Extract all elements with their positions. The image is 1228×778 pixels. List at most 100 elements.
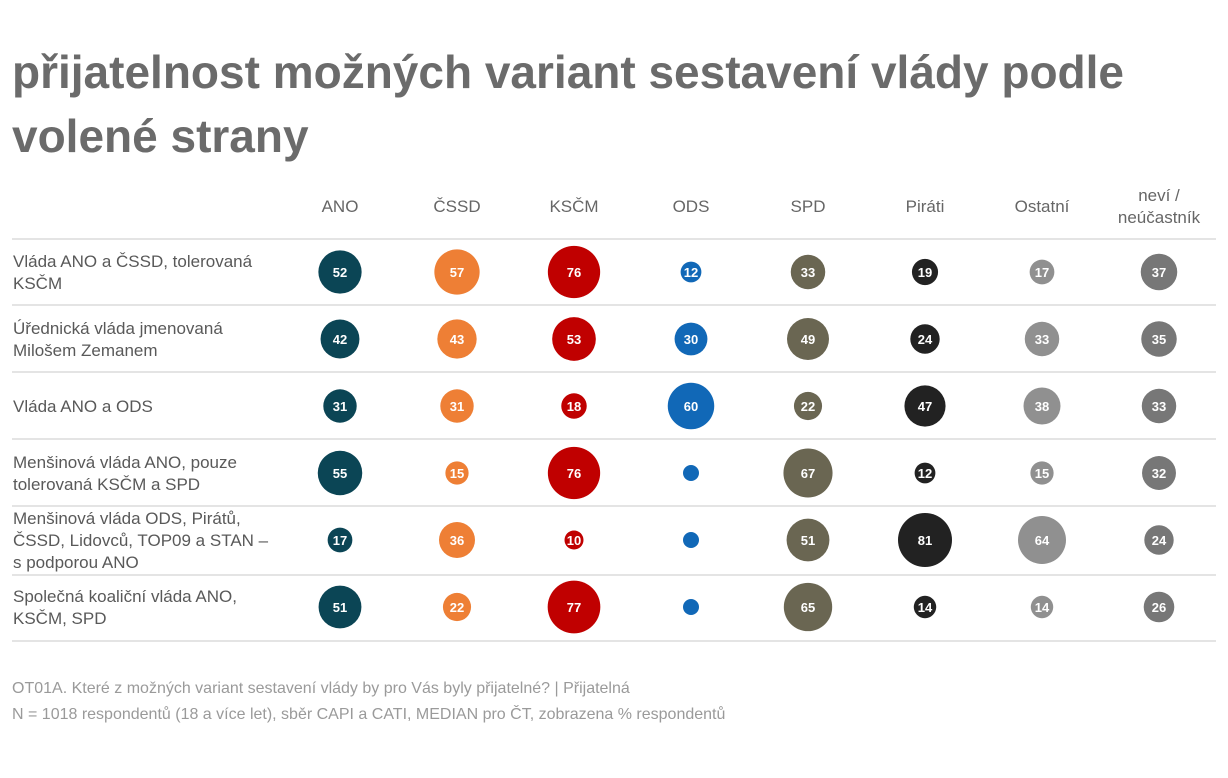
bubble xyxy=(1143,591,1175,623)
bubble-value-label: 37 xyxy=(1152,265,1166,280)
bubble-value-label: 35 xyxy=(1152,332,1166,347)
bubble xyxy=(1030,461,1054,485)
bubble xyxy=(445,461,469,485)
bubble-value-label: 36 xyxy=(450,533,464,548)
bubble xyxy=(683,465,699,481)
column-header: ČSSD xyxy=(433,197,480,216)
bubble-value-label: 17 xyxy=(1035,265,1049,280)
bubble xyxy=(790,254,826,290)
bubble xyxy=(683,599,699,615)
bubble-value-label: 15 xyxy=(450,466,464,481)
bubble xyxy=(561,393,587,419)
bubble-value-label: 51 xyxy=(801,533,815,548)
question-footnote: OT01A. Které z možných variant sestavení… xyxy=(12,680,630,697)
bubble-value-label: 33 xyxy=(1152,399,1166,414)
bubble-value-label: 55 xyxy=(333,466,347,481)
bubble xyxy=(783,448,833,498)
bubble xyxy=(327,527,353,553)
bubble xyxy=(318,250,362,294)
bubble-value-label: 47 xyxy=(918,399,932,414)
bubble-value-label: 31 xyxy=(333,399,347,414)
bubble xyxy=(437,319,477,359)
bubble-value-label: 24 xyxy=(918,332,933,347)
bubble xyxy=(323,389,357,423)
bubble-value-label: 31 xyxy=(450,399,464,414)
bubble-value-label: 14 xyxy=(1035,600,1050,615)
bubble-value-label: 64 xyxy=(1035,533,1050,548)
bubble-value-label: 18 xyxy=(567,399,581,414)
row-label: Menšinová vláda ANO, pouze tolerovaná KSČ… xyxy=(13,453,237,494)
column-header: Piráti xyxy=(906,197,945,216)
bubble-value-label: 76 xyxy=(567,265,581,280)
bubble xyxy=(783,582,833,632)
bubble xyxy=(1141,388,1177,424)
bubble xyxy=(320,319,360,359)
bubble xyxy=(442,592,472,622)
bubble xyxy=(318,585,362,629)
bubble xyxy=(787,318,829,360)
bubble-value-label: 30 xyxy=(684,332,698,347)
bubble-value-label: 76 xyxy=(567,466,581,481)
bubble-value-label: 52 xyxy=(333,265,347,280)
bubble xyxy=(914,462,936,484)
bubble xyxy=(564,530,584,550)
bubble-value-label: 77 xyxy=(567,600,581,615)
bubble xyxy=(547,446,601,500)
bubble xyxy=(1029,259,1055,285)
bubble-value-label: 14 xyxy=(918,600,933,615)
bubble-value-label: 49 xyxy=(801,332,815,347)
bubble xyxy=(683,532,699,548)
bubble-value-label: 33 xyxy=(801,265,815,280)
bubble-value-label: 22 xyxy=(450,600,464,615)
column-header: SPD xyxy=(791,197,826,216)
bubble-value-label: 26 xyxy=(1152,600,1166,615)
bubble xyxy=(552,317,596,361)
bubble-value-label: 51 xyxy=(333,600,347,615)
bubble xyxy=(786,518,830,562)
chart-title: přijatelnost možných variant sestavení v… xyxy=(12,46,1125,162)
bubble xyxy=(674,322,708,356)
bubble-value-label: 65 xyxy=(801,600,815,615)
bubble-value-label: 12 xyxy=(684,265,698,280)
bubble xyxy=(793,391,823,421)
bubble xyxy=(911,258,939,286)
bubble xyxy=(913,595,937,619)
bubble-value-label: 67 xyxy=(801,466,815,481)
bubble xyxy=(434,249,480,295)
bubble xyxy=(547,245,601,299)
row-label: Vláda ANO a ČSSD, tolerovaná KSČM xyxy=(13,252,253,293)
bubble xyxy=(1030,595,1054,619)
bubble xyxy=(1144,525,1174,555)
bubble-value-label: 43 xyxy=(450,332,464,347)
bubble xyxy=(898,513,952,567)
bubble-value-label: 38 xyxy=(1035,399,1049,414)
bubble xyxy=(667,382,715,430)
bubble-value-label: 32 xyxy=(1152,466,1166,481)
row-label: Menšinová vláda ODS, Pirátů, ČSSD, Lidovc… xyxy=(13,509,269,572)
row-label: Úřednická vláda jmenovaná Milošem Zemanem xyxy=(13,319,223,360)
bubble xyxy=(680,261,702,283)
column-header: ODS xyxy=(673,197,710,216)
bubble xyxy=(1018,516,1066,564)
bubble-value-label: 53 xyxy=(567,332,581,347)
bubble xyxy=(317,450,363,496)
bubble-value-label: 17 xyxy=(333,533,347,548)
sample-footnote: N = 1018 respondentů (18 a více let), sb… xyxy=(12,706,726,723)
row-label: Společná koaliční vláda ANO, KSČM, SPD xyxy=(13,587,237,628)
column-header: KSČM xyxy=(549,197,598,216)
bubble xyxy=(440,389,474,423)
bubble-value-label: 24 xyxy=(1152,533,1167,548)
bubble-value-label: 42 xyxy=(333,332,347,347)
bubble xyxy=(1140,253,1178,291)
bubble-value-label: 12 xyxy=(918,466,932,481)
bubble xyxy=(1024,321,1060,357)
bubble-value-label: 81 xyxy=(918,533,932,548)
bubble xyxy=(439,522,475,558)
bubble xyxy=(1142,456,1176,490)
column-header: ANO xyxy=(322,197,359,216)
bubble xyxy=(547,580,601,634)
bubble xyxy=(1141,321,1177,357)
bubble xyxy=(904,385,946,427)
bubble-value-label: 19 xyxy=(918,265,932,280)
